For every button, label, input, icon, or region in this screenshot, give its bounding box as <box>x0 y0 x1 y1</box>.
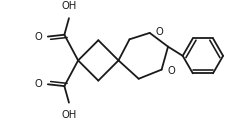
Text: O: O <box>35 79 42 89</box>
Text: OH: OH <box>61 1 77 11</box>
Text: O: O <box>35 32 42 42</box>
Text: OH: OH <box>61 110 77 120</box>
Text: O: O <box>155 27 163 37</box>
Text: O: O <box>167 65 175 76</box>
